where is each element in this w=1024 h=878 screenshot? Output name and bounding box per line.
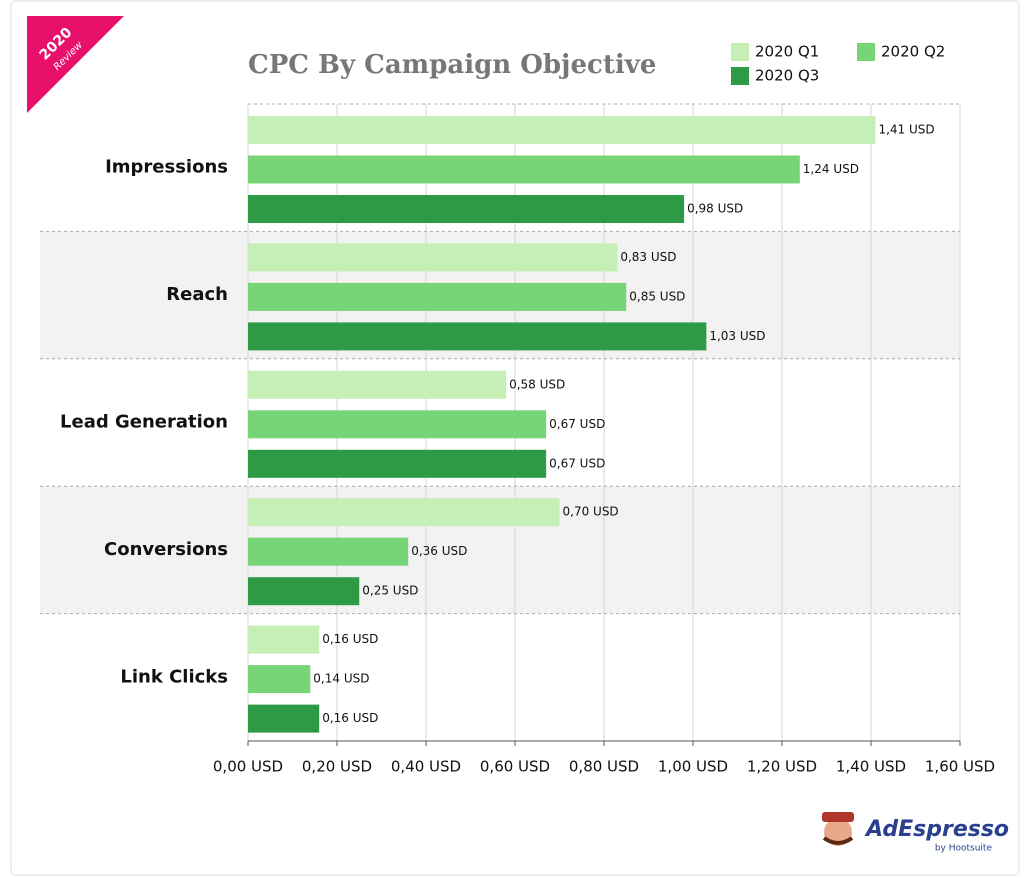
mascot-mustache [822,836,854,845]
bar [248,116,876,144]
value-label: 0,98 USD [687,202,743,216]
x-tick-label: 0,60 USD [480,758,550,776]
bar [248,498,560,527]
value-label: 0,36 USD [411,544,467,558]
legend-label: 2020 Q3 [755,67,819,85]
bar [248,282,627,311]
legend-swatch [731,67,749,85]
legend-label: 2020 Q2 [881,43,945,61]
logo-name: AdEspresso [864,817,1009,842]
x-tick-label: 0,00 USD [213,758,283,776]
bar [248,243,618,272]
bar [248,665,311,694]
category-label: Lead Generation [60,412,228,433]
bar [248,370,507,399]
value-label: 0,70 USD [563,505,619,519]
legend-swatch [857,43,875,61]
bar [248,322,707,351]
value-label: 0,58 USD [509,377,565,391]
mascot-face [824,818,852,846]
category-label: Impressions [105,157,228,178]
value-label: 0,85 USD [629,289,685,303]
category-label: Link Clicks [120,666,228,687]
value-label: 0,14 USD [313,672,369,686]
value-label: 0,67 USD [549,417,605,431]
value-label: 1,24 USD [803,162,859,176]
value-label: 1,03 USD [709,329,765,343]
legend-label: 2020 Q1 [755,43,819,61]
bar [248,449,547,478]
x-tick-label: 1,20 USD [747,758,817,776]
bar [248,625,320,654]
value-label: 0,83 USD [620,250,676,264]
x-tick-label: 0,80 USD [569,758,639,776]
value-label: 1,41 USD [878,123,934,137]
value-label: 0,16 USD [322,711,378,725]
x-tick-label: 0,40 USD [391,758,461,776]
x-tick-label: 1,40 USD [836,758,906,776]
bar [248,704,320,733]
legend-swatch [731,43,749,61]
category-label: Conversions [104,539,228,560]
x-tick-label: 1,60 USD [925,758,995,776]
chart-title: CPC By Campaign Objective [248,50,656,80]
logo-by: by Hootsuite [935,844,993,854]
bar [248,195,685,223]
logo: AdEspresso by Hootsuite [822,812,1009,854]
x-tick-label: 0,20 USD [302,758,372,776]
mascot-hat [822,812,854,822]
bar [248,577,360,606]
value-label: 0,25 USD [362,584,418,598]
bar [248,410,547,439]
badge [27,16,124,113]
value-label: 0,67 USD [549,456,605,470]
x-tick-label: 1,00 USD [658,758,728,776]
bar [248,537,409,566]
category-label: Reach [166,284,228,305]
value-label: 0,16 USD [322,632,378,646]
bar [248,155,800,184]
